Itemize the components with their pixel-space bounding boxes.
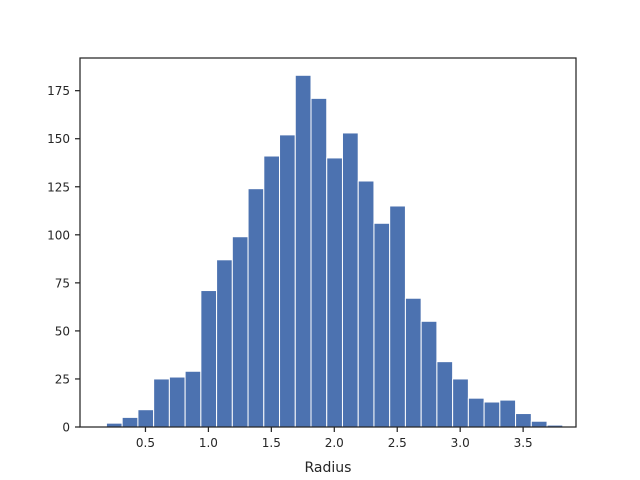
x-tick-label: 1.5 [262,436,281,450]
histogram-bar [420,320,438,428]
histogram-bar [436,361,454,428]
histogram-bar [515,413,532,428]
histogram-bar [184,370,202,428]
x-tick-label: 3.5 [514,436,533,450]
y-tick-label: 25 [55,372,70,386]
x-tick-label: 2.5 [388,436,407,450]
x-axis-title: Radius [305,460,352,476]
histogram-bar [279,134,296,428]
x-tick-label: 0.5 [136,436,155,450]
x-axis-ticks: 0.5 1.0 1.5 2.0 2.5 3.0 3.5 [136,427,533,450]
y-tick-label: 50 [55,324,70,338]
histogram-bar [200,290,218,428]
histogram-bar [168,376,186,428]
x-tick-label: 3.0 [451,436,470,450]
histogram-bar [216,259,233,428]
histogram-bar [341,132,359,428]
y-axis-ticks: 0 25 50 75 100 125 150 175 [47,84,80,435]
histogram-bar [530,420,548,428]
histogram-bar [373,222,391,428]
histogram-bar [153,378,170,428]
histogram-bar [326,157,343,428]
histogram-bar [499,399,517,428]
histogram-bar [357,180,375,428]
histogram-bar [294,74,312,428]
y-tick-label: 0 [62,421,70,435]
y-tick-label: 100 [47,228,70,242]
histogram-bar [452,378,469,428]
x-tick-label: 2.0 [325,436,344,450]
histogram-bar [137,409,155,428]
histogram-bar [483,401,501,428]
histogram-bar [404,297,422,428]
histogram-bar [310,97,328,428]
histogram-bar [467,397,485,428]
histogram-bars [105,74,564,428]
histogram-bar [263,155,281,428]
x-tick-label: 1.0 [199,436,218,450]
y-tick-label: 150 [47,132,70,146]
y-tick-label: 125 [47,180,70,194]
y-tick-label: 75 [55,276,70,290]
histogram-bar [231,236,249,428]
y-tick-label: 175 [47,84,70,98]
histogram-bar [389,205,406,428]
plot-frame [79,57,577,428]
histogram-bar [121,416,139,428]
histogram-bar [247,188,265,428]
